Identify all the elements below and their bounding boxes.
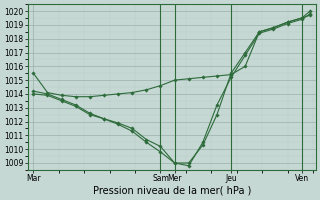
X-axis label: Pression niveau de la mer( hPa ): Pression niveau de la mer( hPa )	[92, 186, 251, 196]
